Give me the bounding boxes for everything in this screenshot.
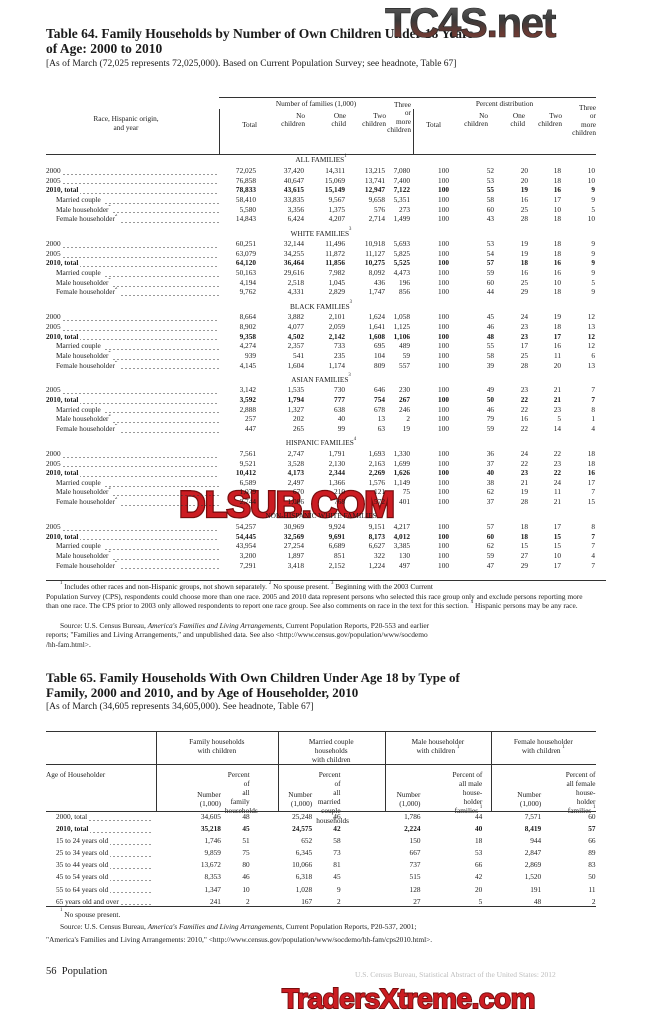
svg-text:TC4S.net: TC4S.net xyxy=(385,0,557,46)
svg-text:TradersXtreme.com: TradersXtreme.com xyxy=(282,983,535,1014)
